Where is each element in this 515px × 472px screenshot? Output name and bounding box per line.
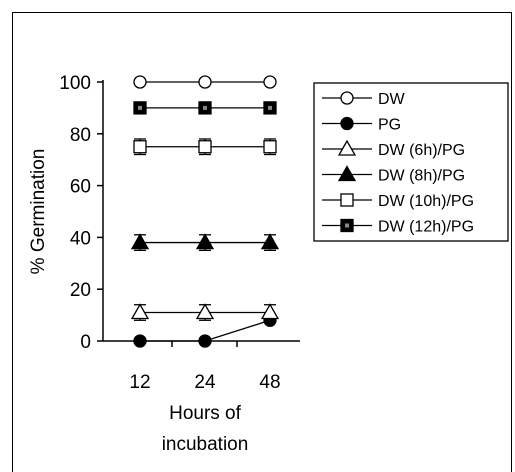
legend-marker <box>337 165 357 182</box>
y-tick-label: 60 <box>70 177 91 198</box>
series-0 <box>133 75 277 89</box>
legend-label: DW (8h)/PG <box>378 168 465 185</box>
y-tick-label: 20 <box>70 280 91 301</box>
legend-entry: DW (6h)/PG <box>322 139 465 159</box>
x-axis-label: Hours of <box>169 403 242 424</box>
series-4 <box>133 138 277 156</box>
legend-entry: DW <box>322 91 406 108</box>
series-2 <box>130 303 280 321</box>
legend-marker <box>340 116 354 131</box>
data-point <box>198 101 212 115</box>
data-point <box>198 75 212 89</box>
legend-marker <box>340 91 354 105</box>
x-axis-label: incubation <box>162 434 249 455</box>
data-point <box>263 75 277 89</box>
germination-chart: 0 20 40 60 80 100 12 24 48 % Germination Hours of i… <box>28 73 509 455</box>
data-point <box>133 140 147 154</box>
legend-entry: DW (10h)/PG <box>322 193 474 210</box>
chart-frame <box>12 12 512 472</box>
axes: 0 20 40 60 80 100 12 24 48 % Germination Hours of i… <box>28 73 300 455</box>
x-tick-label: 24 <box>194 372 216 393</box>
y-tick-label: 0 <box>80 332 91 353</box>
data-point <box>195 303 215 320</box>
legend-marker <box>337 139 357 156</box>
data-point <box>260 233 280 250</box>
series-layer <box>130 75 280 348</box>
legend-label: DW <box>378 91 406 108</box>
data-point <box>263 140 277 154</box>
data-point <box>198 334 212 348</box>
y-tick-label: 40 <box>70 228 91 249</box>
legend-label: DW (10h)/PG <box>378 193 474 210</box>
data-point <box>260 303 280 320</box>
data-point <box>133 334 147 348</box>
series-1 <box>133 313 277 348</box>
legend-label: PG <box>378 117 401 134</box>
legend-marker <box>340 218 354 233</box>
legend-box <box>313 82 509 242</box>
data-point <box>198 140 212 154</box>
legend-entry: PG <box>322 117 401 134</box>
data-point <box>263 101 277 115</box>
data-point <box>130 233 150 250</box>
x-tick-label: 12 <box>129 372 150 393</box>
legend-entry: DW (8h)/PG <box>322 165 465 185</box>
legend-entry: DW (12h)/PG <box>322 219 474 236</box>
y-axis-label: % Germination <box>28 149 49 275</box>
y-tick-label: 100 <box>59 73 91 94</box>
series-5 <box>133 101 277 115</box>
series-3 <box>130 233 280 252</box>
data-point <box>133 101 147 115</box>
data-point <box>195 233 215 250</box>
legend-marker <box>340 193 354 207</box>
legend: DW PG DW (6h)/PG DW (8h)/PG DW (10h)/PG DW (1… <box>313 82 509 242</box>
data-point <box>130 303 150 320</box>
data-point <box>133 75 147 89</box>
y-tick-label: 80 <box>70 125 91 146</box>
legend-label: DW (6h)/PG <box>378 142 465 159</box>
legend-label: DW (12h)/PG <box>378 219 474 236</box>
x-tick-label: 48 <box>259 372 280 393</box>
